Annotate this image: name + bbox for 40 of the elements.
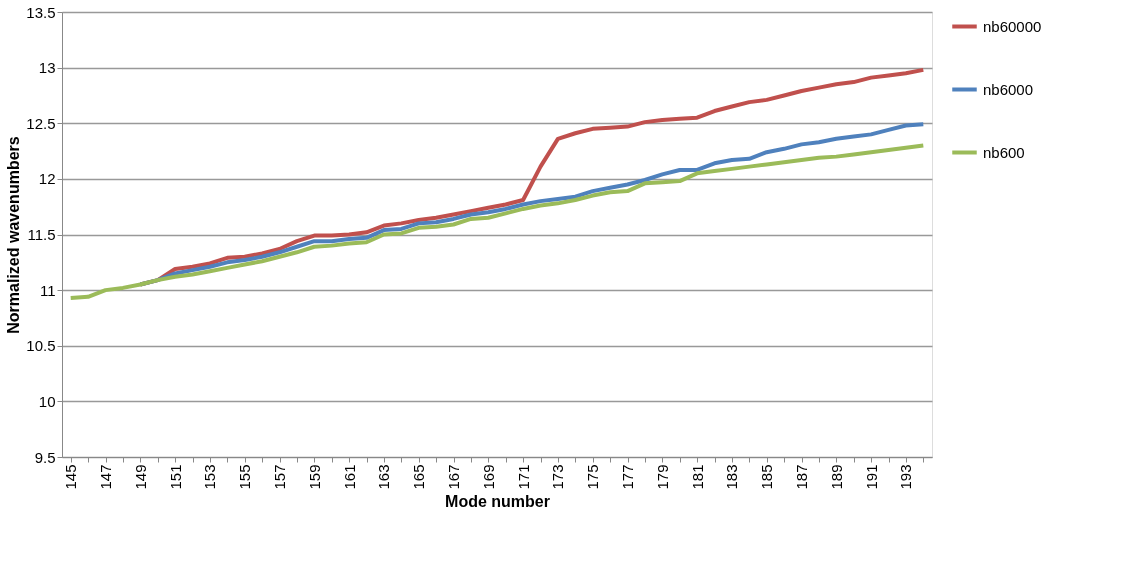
x-tick-label: 193 xyxy=(897,464,915,490)
x-tick-label: 163 xyxy=(375,464,393,490)
y-tick-label: 13.5 xyxy=(26,3,56,21)
x-tick-label: 159 xyxy=(305,464,323,490)
x-tick-label: 179 xyxy=(653,464,671,490)
x-tick-label: 173 xyxy=(549,464,567,490)
x-tick-label: 191 xyxy=(862,464,880,490)
x-axis-title: Mode number xyxy=(445,492,550,510)
x-tick-label: 181 xyxy=(688,464,706,490)
y-tick-label: 10.5 xyxy=(26,337,56,355)
x-tick-label: 177 xyxy=(619,464,636,490)
x-tick-label: 187 xyxy=(793,464,810,490)
legend-label: nb600 xyxy=(983,143,1025,161)
x-tick-label: 189 xyxy=(827,464,845,490)
x-tick-label: 183 xyxy=(723,464,741,490)
x-tick-label: 165 xyxy=(410,464,428,490)
line-series xyxy=(68,143,926,300)
x-tick-label: 149 xyxy=(131,464,149,490)
x-tick-label: 169 xyxy=(479,464,497,490)
y-tick-label: 13 xyxy=(38,59,56,77)
x-tick-label: 167 xyxy=(445,464,462,490)
x-tick-label: 155 xyxy=(236,464,254,490)
x-tick-label: 185 xyxy=(758,464,776,490)
x-tick-label: 157 xyxy=(271,464,288,490)
y-axis-title: Normalized wavenumbers xyxy=(5,136,23,334)
legend-label: nb6000 xyxy=(983,80,1034,98)
x-tick-label: 153 xyxy=(201,464,219,490)
y-tick-label: 11 xyxy=(39,281,56,299)
y-tick-label: 12.5 xyxy=(26,114,56,132)
x-tick-label: 175 xyxy=(584,464,602,490)
legend-label: nb60000 xyxy=(983,17,1042,35)
y-tick-label: 9.5 xyxy=(34,448,56,466)
x-tick-label: 151 xyxy=(166,464,184,490)
x-tick-label: 171 xyxy=(514,464,532,490)
y-tick-label: 12 xyxy=(38,170,56,188)
y-tick-label: 11.5 xyxy=(27,226,56,243)
x-tick-label: 145 xyxy=(62,464,80,490)
x-tick-label: 161 xyxy=(340,464,358,490)
x-tick-label: 147 xyxy=(97,464,114,490)
y-tick-label: 10 xyxy=(38,392,56,410)
